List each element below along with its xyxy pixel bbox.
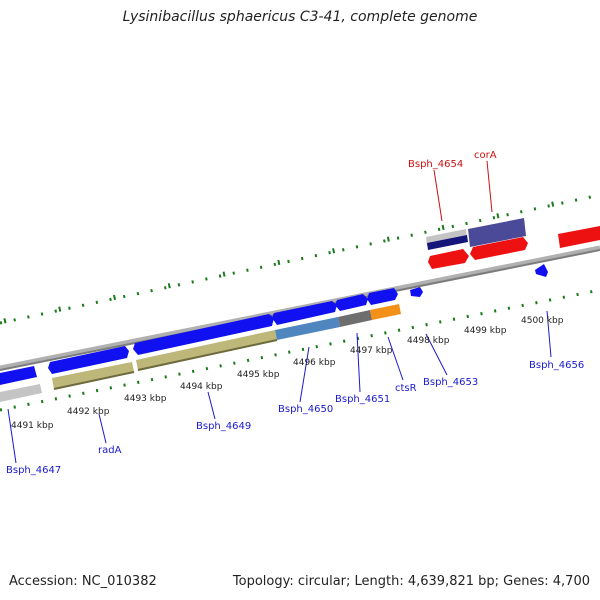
gene-label-bsph-4653[interactable]: Bsph_4653 xyxy=(423,377,478,388)
tick-label-4495: 4495 kbp xyxy=(237,370,280,380)
genome-summary-text: Topology: circular; Length: 4,639,821 bp… xyxy=(232,574,590,589)
tick-label-4494: 4494 kbp xyxy=(180,382,223,392)
gene-label-cora[interactable]: corA xyxy=(474,150,497,161)
tick-label-4499: 4499 kbp xyxy=(464,326,507,336)
tick-label-4498: 4498 kbp xyxy=(407,336,450,346)
gene-feature-bsph-4656[interactable] xyxy=(535,264,548,277)
reverse-strand-features xyxy=(428,226,600,269)
accession-text: Accession: NC_010382 xyxy=(9,574,157,589)
gene-label-bsph-4656[interactable]: Bsph_4656 xyxy=(529,360,584,371)
cog-box-bsph-4654-lower xyxy=(427,235,468,250)
gene-feature-reverse-next[interactable] xyxy=(558,226,600,248)
scale-labels: 4491 kbp 4492 kbp 4493 kbp 4494 kbp 4495… xyxy=(11,316,564,431)
gene-label-bsph-4650[interactable]: Bsph_4650 xyxy=(278,404,333,415)
gene-feature-bsph-4651[interactable] xyxy=(335,294,368,311)
cog-box-rada xyxy=(52,362,134,389)
cog-box-bsph-4650 xyxy=(275,317,340,340)
gene-feature-ctsr[interactable] xyxy=(367,288,398,305)
tick-label-4493: 4493 kbp xyxy=(124,394,167,404)
cog-box-cora xyxy=(468,218,526,247)
gene-feature-bsph-4653[interactable] xyxy=(410,287,423,297)
gene-feature-bsph-4649[interactable] xyxy=(133,314,274,355)
gene-label-ctsr[interactable]: ctsR xyxy=(395,383,417,394)
label-leaders xyxy=(7,160,552,464)
tick-label-4500: 4500 kbp xyxy=(521,316,564,326)
gene-feature-cora[interactable] xyxy=(470,237,528,260)
cog-box-bsph-4651 xyxy=(338,310,372,327)
gene-feature-rada[interactable] xyxy=(48,346,129,374)
gene-feature-bsph-4654[interactable] xyxy=(428,249,469,269)
reverse-cog-track xyxy=(426,218,526,250)
tick-label-4491: 4491 kbp xyxy=(11,421,54,431)
gene-label-rada[interactable]: radA xyxy=(98,445,122,456)
cog-box-bsph-4649 xyxy=(136,330,277,370)
forward-cog-track xyxy=(0,304,401,402)
cog-box-bsph-4647 xyxy=(0,384,42,402)
cog-box-ctsr xyxy=(370,304,401,320)
tick-label-4497: 4497 kbp xyxy=(350,346,393,356)
gene-label-bsph-4649[interactable]: Bsph_4649 xyxy=(196,421,251,432)
forward-strand-features xyxy=(0,264,548,385)
gene-labels: Bsph_4647 radA Bsph_4649 Bsph_4650 Bsph_… xyxy=(6,150,584,476)
gene-feature-bsph-4650[interactable] xyxy=(272,301,337,325)
gene-label-bsph-4651[interactable]: Bsph_4651 xyxy=(335,394,390,405)
gene-label-bsph-4647[interactable]: Bsph_4647 xyxy=(6,465,61,476)
gene-label-bsph-4654[interactable]: Bsph_4654 xyxy=(408,159,463,170)
map-title: Lysinibacillus sphaericus C3-41, complet… xyxy=(122,9,478,25)
outer-tick-track xyxy=(0,191,600,325)
tick-label-4492: 4492 kbp xyxy=(67,407,110,417)
tick-label-4496: 4496 kbp xyxy=(293,358,336,368)
gene-feature-bsph-4647[interactable] xyxy=(0,366,37,385)
